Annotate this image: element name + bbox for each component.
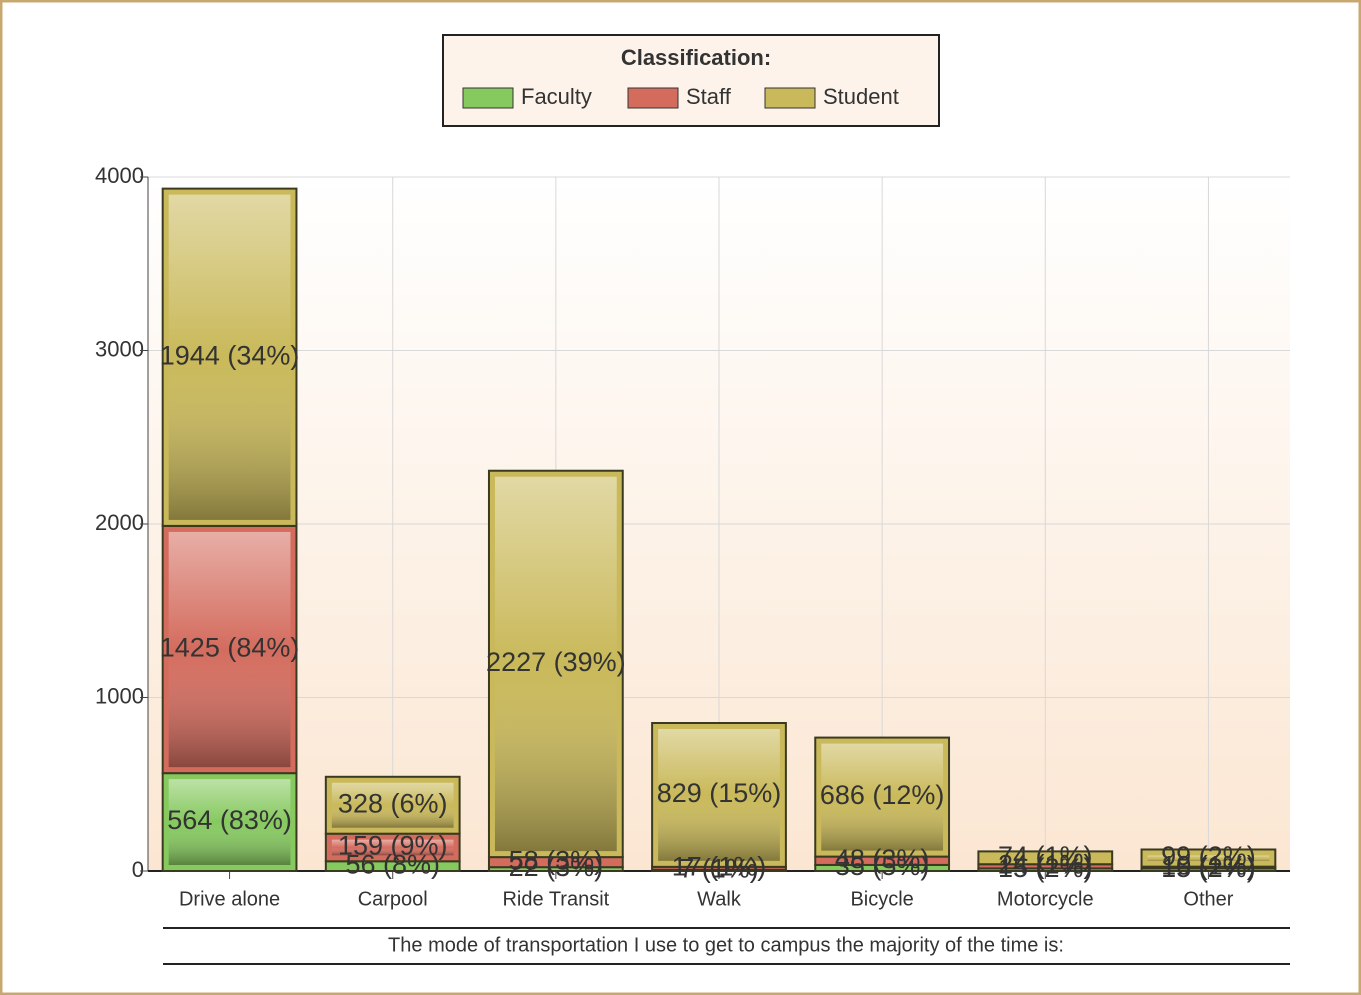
bar-shade	[331, 839, 454, 856]
y-tick-label: 0	[132, 857, 144, 882]
legend	[442, 34, 940, 127]
x-tick-label: Motorcycle	[997, 888, 1094, 910]
x-tick-label: Ride Transit	[502, 888, 609, 910]
data-label: 1425 (84%)	[160, 633, 300, 663]
data-label: 24 (1%)	[998, 849, 1093, 879]
bar-shade	[331, 782, 454, 828]
data-label: 58 (3%)	[509, 845, 604, 875]
legend-label: Faculty	[521, 84, 592, 109]
data-label: 74 (1%)	[998, 841, 1093, 871]
bar-shade	[168, 194, 291, 520]
data-label: 829 (15%)	[657, 778, 782, 808]
bar-shade	[168, 779, 291, 865]
data-label: 686 (12%)	[820, 780, 945, 810]
bar-shade	[168, 531, 291, 768]
y-tick-label: 4000	[95, 163, 144, 188]
legend-swatch	[627, 87, 679, 109]
data-label: 15 (2%)	[998, 853, 1093, 883]
data-label: 7 (1%)	[679, 854, 759, 884]
data-label: 1944 (34%)	[160, 340, 300, 370]
x-tick-label: Other	[1183, 888, 1233, 910]
bar-segment	[977, 850, 1114, 866]
bar-shade	[494, 476, 617, 852]
legend-swatch	[462, 87, 514, 109]
bar-shade	[821, 743, 944, 851]
x-tick-label: Bicycle	[850, 888, 913, 910]
x-axis-title: The mode of transportation I use to get …	[388, 934, 1064, 956]
x-tick-label: Drive alone	[179, 888, 280, 910]
legend-title: Classification:	[621, 45, 771, 70]
data-label: 99 (2%)	[1161, 841, 1256, 871]
data-label: 2227 (39%)	[486, 647, 626, 677]
x-tick-label: Walk	[697, 888, 742, 910]
data-label: 15 (2%)	[1161, 853, 1256, 883]
y-tick-label: 2000	[95, 510, 144, 535]
data-label: 564 (83%)	[167, 805, 292, 835]
legend-label: Staff	[686, 84, 732, 109]
data-label: 35 (5%)	[835, 851, 930, 881]
data-label: 328 (6%)	[338, 788, 448, 818]
data-label: 17 (1%)	[672, 851, 767, 881]
data-label: 159 (9%)	[338, 831, 448, 861]
bar-shade	[658, 729, 780, 861]
y-tick-label: 1000	[95, 683, 144, 708]
data-label: 56 (8%)	[345, 849, 440, 879]
data-label: 22 (3%)	[509, 852, 604, 882]
data-label: 48 (3%)	[835, 844, 930, 874]
y-tick-label: 3000	[95, 336, 144, 361]
data-label: 10 (1%)	[1161, 851, 1256, 881]
legend-swatch	[764, 87, 816, 109]
x-tick-label: Carpool	[358, 888, 428, 910]
legend-label: Student	[823, 84, 899, 109]
bar-shade	[1147, 855, 1270, 861]
